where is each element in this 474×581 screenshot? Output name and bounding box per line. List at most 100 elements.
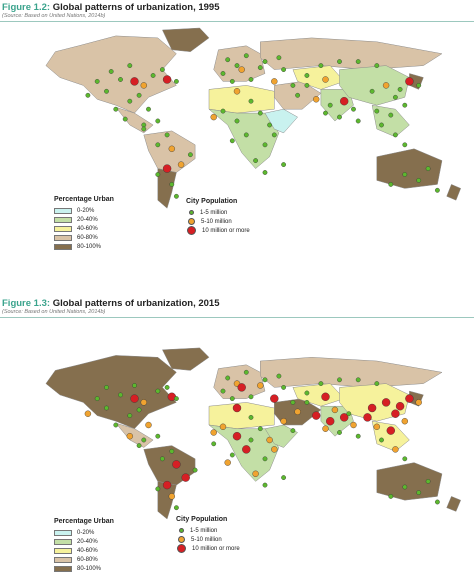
legend-swatch (54, 207, 72, 214)
city-marker-1-5m (262, 456, 268, 462)
city-marker-1-5m (94, 79, 100, 84)
city-marker-1-5m (281, 67, 286, 72)
city-marker-1-5m (243, 132, 249, 138)
city-marker-10m-plus (405, 394, 414, 403)
city-marker-1-5m (434, 499, 440, 505)
city-marker-1-5m (155, 486, 161, 492)
city-marker-1-5m (118, 77, 123, 82)
city-marker-5-10m (322, 425, 329, 432)
city-marker-1-5m (173, 193, 179, 199)
city-marker-1-5m (374, 381, 380, 386)
city-marker-5-10m (401, 417, 408, 425)
city-marker-10m-plus (162, 480, 172, 490)
city-marker-1-5m (397, 87, 403, 92)
city-marker-1-5m (346, 411, 352, 417)
city-marker-10m-plus (130, 394, 139, 403)
city-marker-1-5m (402, 102, 408, 108)
city-marker-1-5m (351, 106, 356, 112)
figure-source: (Source: Based on United Nations, 2014b) (2, 309, 106, 315)
legend-swatch (54, 234, 72, 241)
city-marker-1-5m (136, 92, 142, 98)
region-north-africa (208, 85, 275, 114)
city-marker-1-5m (355, 118, 361, 124)
city-marker-1-5m (262, 170, 268, 175)
city-marker-1-5m (388, 112, 394, 118)
region-sub-saharan-africa (208, 424, 280, 482)
city-marker-1-5m (248, 437, 254, 443)
legend-item-60-80: 60-80% (54, 233, 114, 242)
city-marker-1-5m (229, 138, 235, 144)
city-marker-5-10m (140, 399, 148, 406)
world-map (45, 347, 462, 520)
city-marker-1-5m (337, 377, 342, 383)
region-western-europe (213, 45, 266, 82)
city-marker-5-10m (373, 423, 380, 431)
city-marker-5-10m (84, 410, 92, 417)
legend-swatch (54, 216, 72, 223)
region-east-africa (264, 424, 299, 448)
city-marker-5-10m (126, 432, 134, 440)
legend-title: City Population (186, 198, 238, 205)
city-marker-5-10m (168, 145, 176, 153)
city-marker-1-5m (416, 177, 422, 183)
caption-divider (0, 21, 474, 22)
city-marker-1-5m (141, 437, 147, 443)
city-marker-1-5m (304, 390, 310, 396)
legend-swatch (54, 538, 72, 545)
percentage-urban-legend: Percentage Urban 0-20% 20-40% 40-60% 60-… (54, 196, 114, 251)
city-marker-1-5m (243, 369, 249, 375)
city-marker-1-5m (234, 118, 240, 124)
city-marker-1-5m (113, 422, 119, 428)
region-greenland (162, 347, 210, 371)
city-marker-1-5m (379, 437, 384, 443)
city-marker-1-5m (271, 132, 277, 138)
city-marker-1-5m (243, 53, 249, 59)
city-marker-5-10m (219, 423, 227, 431)
city-marker-1-5m (267, 122, 272, 128)
legend-swatch (54, 547, 72, 554)
city-marker-1-5m (155, 118, 161, 124)
city-marker-5-10m (145, 421, 152, 429)
city-marker-5-10m (168, 493, 176, 500)
city-marker-1-5m (104, 88, 109, 94)
city-marker-1-5m (262, 377, 268, 383)
city-marker-1-5m (127, 98, 133, 104)
city-marker-1-5m (374, 63, 380, 68)
city-marker-1-5m (276, 373, 282, 379)
city-marker-1-5m (155, 172, 161, 177)
city-marker-5-10m (331, 406, 339, 414)
city-marker-1-5m (295, 92, 300, 98)
city-marker-5-10m (257, 382, 264, 389)
city-marker-5-10m (313, 96, 320, 103)
city-marker-5-10m (322, 76, 329, 83)
city-marker-1-5m (164, 385, 170, 390)
legend-swatch (54, 243, 72, 250)
city-marker-1-5m (434, 187, 440, 193)
city-marker-1-5m (388, 493, 394, 499)
city-marker-1-5m (225, 375, 231, 381)
city-marker-10m-plus (181, 473, 190, 482)
city-marker-5-10m (233, 88, 241, 95)
region-russia (260, 37, 443, 70)
city-marker-1-5m (229, 452, 235, 458)
city-marker-5-10m (280, 417, 287, 425)
city-marker-1-5m (304, 73, 310, 78)
city-marker-1-5m (159, 456, 165, 462)
city-marker-1-5m (113, 106, 119, 112)
region-southeast-asia (371, 104, 410, 138)
city-marker-10m-plus (232, 403, 242, 413)
city-marker-1-5m (173, 79, 179, 84)
city-marker-1-5m (379, 122, 384, 128)
legend-item-megacity: 10 million or more (186, 226, 250, 235)
city-marker-10m-plus (162, 164, 172, 173)
city-marker-10m-plus (172, 460, 181, 469)
city-marker-1-5m (416, 490, 422, 496)
figure-number: Figure 1.3: (2, 298, 51, 309)
city-marker-1-5m (281, 385, 286, 390)
city-marker-1-5m (173, 505, 179, 511)
city-marker-1-5m (169, 181, 175, 187)
city-marker-5-10m (271, 446, 278, 453)
legend-item-80-100: 80-100% (54, 242, 114, 251)
city-population-legend: City Population 1-5 million 5-10 million… (176, 516, 240, 553)
city-population-legend: City Population 1-5 million 5-10 million… (186, 198, 250, 235)
